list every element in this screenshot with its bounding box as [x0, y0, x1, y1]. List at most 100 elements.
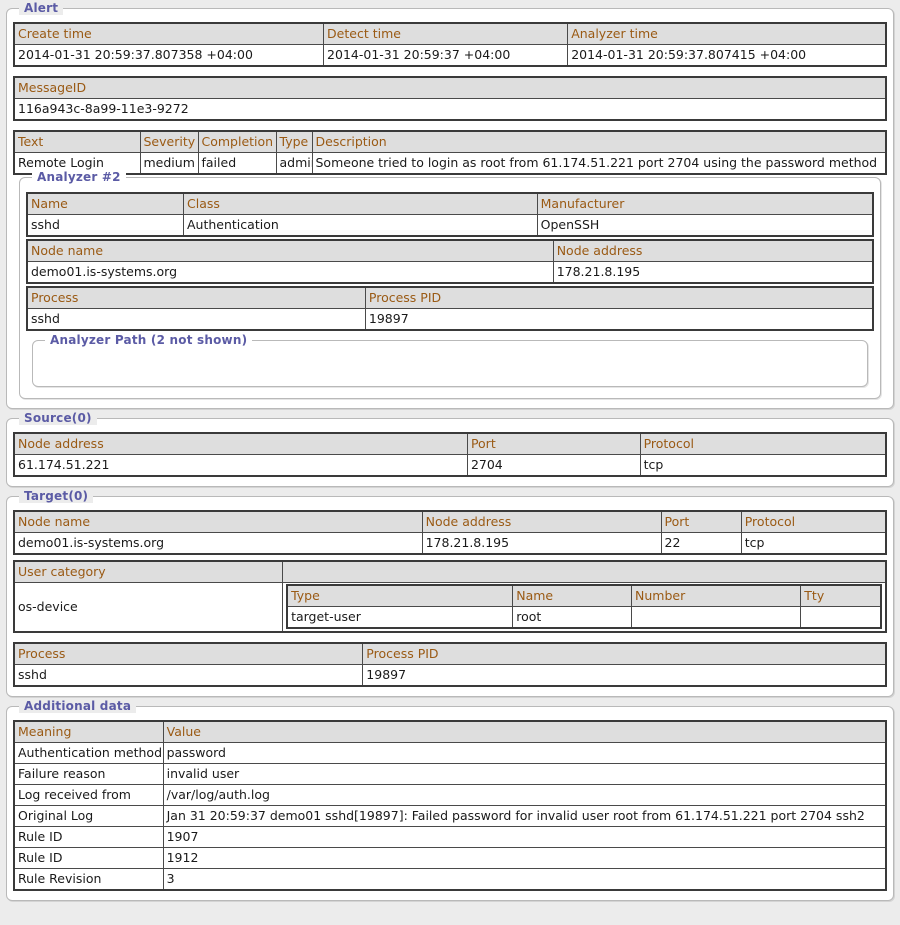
table-row: Authentication method password [13, 742, 887, 764]
column-header-node-address: Node address [552, 239, 874, 262]
source-panel: Source(0) Node address Port Protocol 61.… [6, 411, 894, 487]
column-header-detect-time: Detect time [323, 22, 569, 45]
target-user-subtable: Type Name Number Tty target-user root [286, 584, 882, 629]
cell-user-category: os-device [13, 582, 284, 633]
additional-data-table: Meaning Value Authentication method passw… [13, 720, 887, 891]
table-row: 2014-01-31 20:59:37.807358 +04:00 2014-0… [13, 44, 887, 67]
table-row: 61.174.51.221 2704 tcp [13, 454, 887, 477]
column-header-process-pid: Process PID [362, 642, 887, 665]
column-header-node-address: Node address [421, 510, 662, 533]
additional-data-legend: Additional data [19, 699, 137, 713]
analyzer-path-panel: Analyzer Path (2 not shown) [32, 333, 868, 387]
column-header-messageid: MessageID [13, 76, 887, 99]
column-header-process: Process [13, 642, 364, 665]
column-header-node-name: Node name [13, 510, 423, 533]
analyzer-node-table: Node name Node address demo01.is-systems… [26, 239, 874, 284]
additional-data-panel: Additional data Meaning Value Authentica… [6, 699, 894, 901]
column-header-completion: Completion [197, 130, 277, 153]
table-row: demo01.is-systems.org 178.21.8.195 22 tc… [13, 532, 887, 555]
column-header-port: Port [466, 432, 641, 455]
column-header-analyzer-time: Analyzer time [567, 22, 887, 45]
source-panel-legend: Source(0) [19, 411, 97, 425]
table-header-row: Process Process PID [26, 286, 874, 309]
column-header-create-time: Create time [13, 22, 325, 45]
column-header-number: Number [631, 584, 802, 607]
table-header-row: Name Class Manufacturer [26, 192, 874, 215]
cell-severity: medium [139, 152, 199, 175]
target-panel-legend: Target(0) [19, 489, 94, 503]
alert-panel-legend: Alert [19, 1, 64, 15]
cell-meaning: Failure reason [13, 763, 164, 785]
cell-user-type: target-user [286, 606, 514, 629]
column-header-node-name: Node name [26, 239, 554, 262]
cell-analyzer-process: sshd [26, 308, 366, 331]
cell-meaning: Log received from [13, 784, 164, 806]
table-row: Rule ID 1907 [13, 826, 887, 848]
table-row: 116a943c-8a99-11e3-9272 [13, 98, 887, 121]
column-header-protocol: Protocol [639, 432, 887, 455]
cell-analyzer-time: 2014-01-31 20:59:37.807415 +04:00 [567, 44, 887, 67]
target-process-table: Process Process PID sshd 19897 [13, 642, 887, 687]
cell-value: 1907 [162, 826, 887, 848]
cell-meaning: Rule ID [13, 847, 164, 869]
table-row: Remote Login medium failed admin Someone… [13, 152, 887, 175]
cell-target-protocol: tcp [740, 532, 887, 555]
cell-value: Jan 31 20:59:37 demo01 sshd[19897]: Fail… [162, 805, 887, 827]
column-header-text: Text [13, 130, 141, 153]
cell-value: 3 [162, 868, 887, 891]
cell-value: 1912 [162, 847, 887, 869]
table-header-row: Node address Port Protocol [13, 432, 887, 455]
table-header-row: Create time Detect time Analyzer time [13, 22, 887, 45]
column-header-port: Port [660, 510, 742, 533]
cell-messageid: 116a943c-8a99-11e3-9272 [13, 98, 887, 121]
table-header-row: Node name Node address Port Protocol [13, 510, 887, 533]
table-row: Failure reason invalid user [13, 763, 887, 785]
column-header-description: Description [311, 130, 887, 153]
column-header-type: Type [275, 130, 313, 153]
cell-source-node-address: 61.174.51.221 [13, 454, 468, 477]
alert-classification-table: Text Severity Completion Type Descriptio… [13, 130, 887, 175]
cell-description: Someone tried to login as root from 61.1… [311, 152, 887, 175]
cell-target-process-pid: 19897 [362, 664, 887, 687]
alert-time-table: Create time Detect time Analyzer time 20… [13, 22, 887, 67]
analyzer-process-table: Process Process PID sshd 19897 [26, 286, 874, 331]
column-header-meaning: Meaning [13, 720, 164, 743]
table-row: sshd 19897 [26, 308, 874, 331]
table-row: Original Log Jan 31 20:59:37 demo01 sshd[… [13, 805, 887, 827]
cell-value: invalid user [162, 763, 887, 785]
column-header-value: Value [162, 720, 887, 743]
table-row: os-device Type Name Number Tty target-us… [13, 582, 887, 633]
table-header-row: Meaning Value [13, 720, 887, 743]
cell-detect-time: 2014-01-31 20:59:37 +04:00 [323, 44, 569, 67]
user-subtable-container: Type Name Number Tty target-user root [282, 582, 887, 633]
table-row: sshd 19897 [13, 664, 887, 687]
table-header-row: Text Severity Completion Type Descriptio… [13, 130, 887, 153]
column-header-name: Name [512, 584, 633, 607]
cell-value: /var/log/auth.log [162, 784, 887, 806]
additional-data-body: Authentication method password Failure rea… [13, 742, 887, 891]
cell-create-time: 2014-01-31 20:59:37.807358 +04:00 [13, 44, 325, 67]
cell-meaning: Rule Revision [13, 868, 164, 891]
table-row: Rule ID 1912 [13, 847, 887, 869]
cell-user-number [631, 606, 802, 629]
column-header-severity: Severity [139, 130, 199, 153]
cell-meaning: Authentication method [13, 742, 164, 764]
column-header-process-pid: Process PID [364, 286, 874, 309]
column-header-name: Name [26, 192, 184, 215]
cell-analyzer-node-address: 178.21.8.195 [552, 261, 874, 284]
cell-meaning: Rule ID [13, 826, 164, 848]
cell-analyzer-node-name: demo01.is-systems.org [26, 261, 554, 284]
cell-type: admin [275, 152, 313, 175]
cell-target-port: 22 [660, 532, 742, 555]
table-header-row: Node name Node address [26, 239, 874, 262]
cell-classification-text[interactable]: Remote Login [13, 152, 141, 175]
cell-user-tty [800, 606, 882, 629]
table-row: sshd Authentication OpenSSH [26, 214, 874, 237]
cell-source-protocol: tcp [639, 454, 887, 477]
cell-target-node-address: 178.21.8.195 [421, 532, 662, 555]
alert-panel: Alert Create time Detect time Analyzer t… [6, 1, 894, 409]
table-row: Log received from/var/log/auth.log [13, 784, 887, 806]
analyzer-identity-table: Name Class Manufacturer sshd Authenticat… [26, 192, 874, 237]
column-header-user-spacer [282, 560, 887, 583]
cell-source-port: 2704 [466, 454, 641, 477]
